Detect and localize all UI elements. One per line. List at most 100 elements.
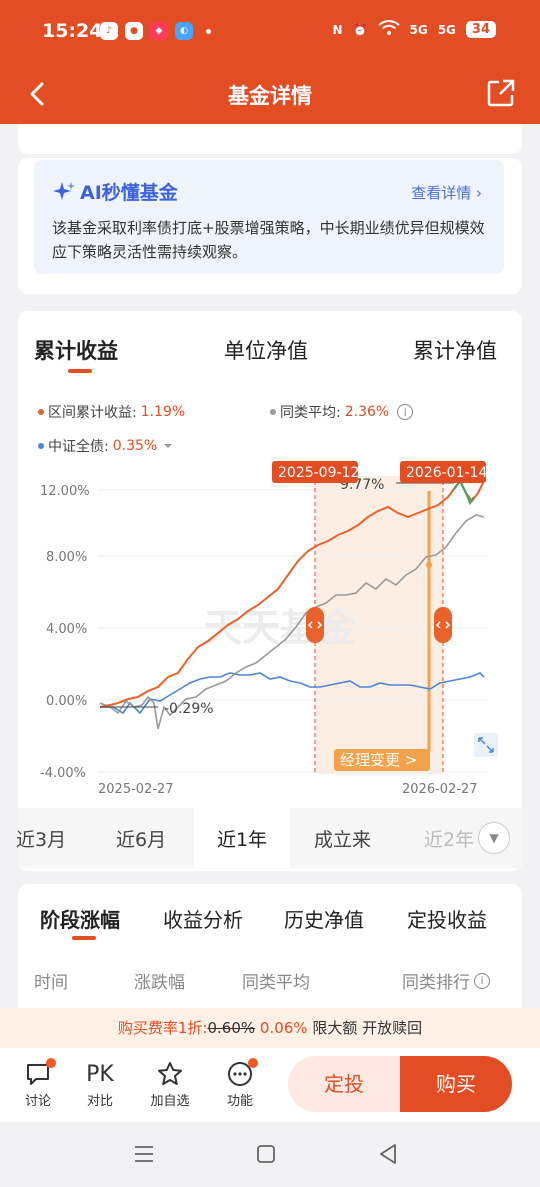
y-tick-12: 12.00% <box>40 484 90 499</box>
status-time: 15:24 <box>42 20 103 42</box>
system-nav-bar <box>0 1122 540 1187</box>
period-selector: 近3月 近6月 近1年 成立来 近2年 ▼ <box>16 808 522 868</box>
legend-index-value: 0.35% <box>112 438 158 454</box>
ai-description: 该基金采取利率债打底+股票增强策略，中长期业绩优异但规模效应下策略灵活性需持续观… <box>52 219 485 261</box>
tab-stage-returns[interactable]: 阶段涨幅 <box>40 908 120 932</box>
compare-button[interactable]: PK 对比 <box>78 1058 122 1110</box>
ai-title-text: AI秒懂基金 <box>80 182 178 204</box>
x-label-start: 2025-02-27 <box>98 782 174 797</box>
tab-history-nav[interactable]: 历史净值 <box>284 908 364 932</box>
discuss-label: 讨论 <box>24 1094 51 1109</box>
home-icon[interactable] <box>256 1144 276 1164</box>
fee-banner: 购买费率1折:0.60% 0.06% 限大额 开放赎回 <box>0 1008 540 1048</box>
col-peer-rank-label: 同类排行 <box>402 973 470 993</box>
marker-date-left: 2025-09-12 <box>278 465 359 481</box>
app-icon-blue: ◐ <box>175 22 193 40</box>
back-nav-icon[interactable] <box>376 1142 400 1166</box>
wifi-icon <box>377 20 400 39</box>
info-icon[interactable]: i <box>397 404 414 420</box>
period-3m[interactable]: 近3月 <box>16 829 67 851</box>
back-icon[interactable] <box>22 78 54 110</box>
x-label-end: 2026-02-27 <box>402 782 478 797</box>
legend-index[interactable]: 中证全债: 0.35% <box>38 436 175 456</box>
col-peer-avg: 同类平均 <box>242 973 310 993</box>
signal-5g-2: 5G <box>437 22 456 37</box>
fee-discount: 0.06% <box>259 1019 308 1037</box>
marker-date-right: 2026-01-14 <box>406 465 487 481</box>
fee-original: 0.60% <box>207 1019 256 1037</box>
highlight-band <box>315 476 443 774</box>
sparkle-icon <box>53 181 75 200</box>
tab-underline <box>68 369 92 373</box>
buy-button[interactable]: 购买 <box>400 1056 512 1112</box>
tab-unit-nav[interactable]: 单位净值 <box>224 339 308 363</box>
series-fund-green-segment <box>453 479 475 506</box>
page-title: 基金详情 <box>228 84 312 108</box>
stage-tab-underline <box>72 936 96 940</box>
expand-icon[interactable] <box>474 733 498 757</box>
dropdown-caret-icon <box>164 444 173 448</box>
alarm-icon: ⏰ <box>352 22 368 37</box>
battery-icon: 34 <box>465 21 496 38</box>
signal-5g-1: 5G <box>409 22 428 37</box>
app-header: 基金详情 <box>0 66 540 124</box>
y-tick-4: 4.00% <box>46 622 87 637</box>
tab-sip-returns[interactable]: 定投收益 <box>407 908 487 932</box>
legend-fund-label: 区间累计收益: <box>48 405 137 421</box>
sip-button[interactable]: 定投 <box>288 1056 400 1112</box>
legend-index-dot <box>38 443 44 449</box>
tab-return-analysis[interactable]: 收益分析 <box>163 908 243 932</box>
manager-change-point <box>426 562 432 568</box>
col-peer-rank: 同类排行 i <box>402 968 490 993</box>
ai-summary-card: AI秒懂基金 查看详情 › 该基金采取利率债打底+股票增强策略，中长期业绩优异但… <box>18 158 522 294</box>
legend-fund-dot <box>38 409 44 415</box>
ai-summary-box[interactable]: AI秒懂基金 查看详情 › 该基金采取利率债打底+股票增强策略，中长期业绩优异但… <box>34 160 504 274</box>
bottom-action-bar: 讨论 PK 对比 加自选 功能 定投 购买 <box>0 1048 540 1122</box>
ai-title: AI秒懂基金 <box>52 178 178 205</box>
legend-index-label: 中证全债: <box>48 439 109 455</box>
tab-cumulative-return[interactable]: 累计收益 <box>34 339 118 363</box>
legend-fund-value: 1.19% <box>140 404 186 420</box>
rank-info-icon[interactable]: i <box>474 972 490 989</box>
app-icon-o: ● <box>125 22 143 40</box>
performance-chart-card: 累计收益 单位净值 累计净值 区间累计收益: 1.19% 同类平均: 2.36%… <box>16 311 522 871</box>
col-time: 时间 <box>34 973 68 993</box>
return-chart[interactable]: 12.00% 8.00% 4.00% 0.00% -4.00% 天天基金 9.7… <box>18 451 522 801</box>
drag-handle-left[interactable] <box>306 607 324 643</box>
legend-peer-value: 2.36% <box>344 404 390 420</box>
legend-peer: 同类平均: 2.36% i <box>270 402 414 422</box>
fee-suffix: 限大额 开放赎回 <box>312 1019 423 1037</box>
series-index-line <box>100 672 485 715</box>
ai-detail-link[interactable]: 查看详情 › <box>411 184 482 202</box>
share-icon[interactable] <box>486 78 516 108</box>
series-fund-line <box>99 479 485 708</box>
period-6m[interactable]: 近6月 <box>116 829 167 851</box>
period-more-button[interactable]: ▼ <box>478 822 510 854</box>
manager-change-badge[interactable]: 经理变更 > <box>334 749 430 771</box>
period-since-inception[interactable]: 成立来 <box>314 829 372 851</box>
add-watchlist-button[interactable]: 加自选 <box>148 1058 192 1109</box>
y-tick-0: 0.00% <box>46 694 87 709</box>
chat-icon <box>16 1058 60 1090</box>
legend-fund: 区间累计收益: 1.19% <box>38 402 185 422</box>
period-2y[interactable]: 近2年 <box>424 829 475 851</box>
discuss-button[interactable]: 讨论 <box>16 1058 60 1109</box>
app-icon-red: ◆ <box>150 22 168 40</box>
y-tick-neg4: -4.00% <box>40 766 86 781</box>
functions-badge <box>248 1058 258 1068</box>
tab-cumulative-nav[interactable]: 累计净值 <box>413 339 497 363</box>
legend-peer-label: 同类平均: <box>280 405 341 421</box>
recent-apps-icon[interactable] <box>132 1142 156 1166</box>
period-1y[interactable]: 近1年 <box>194 808 290 868</box>
compare-label: 对比 <box>86 1094 113 1109</box>
notification-dot <box>206 29 211 34</box>
info-card-bottom <box>18 124 522 154</box>
functions-button[interactable]: 功能 <box>218 1058 262 1109</box>
status-bar: 15:24 ♪ ● ◆ ◐ N ⏰ 5G 5G 34 <box>0 0 540 66</box>
functions-label: 功能 <box>226 1094 253 1109</box>
drag-handle-right[interactable] <box>434 607 452 643</box>
fee-prefix: 购买费率1折: <box>117 1019 208 1037</box>
stage-returns-card: 阶段涨幅 收益分析 历史净值 定投收益 时间 涨跌幅 同类平均 同类排行 i <box>18 884 522 1014</box>
marker-label-left: 2025-09-12 <box>272 461 359 483</box>
watchlist-label: 加自选 <box>150 1094 190 1109</box>
